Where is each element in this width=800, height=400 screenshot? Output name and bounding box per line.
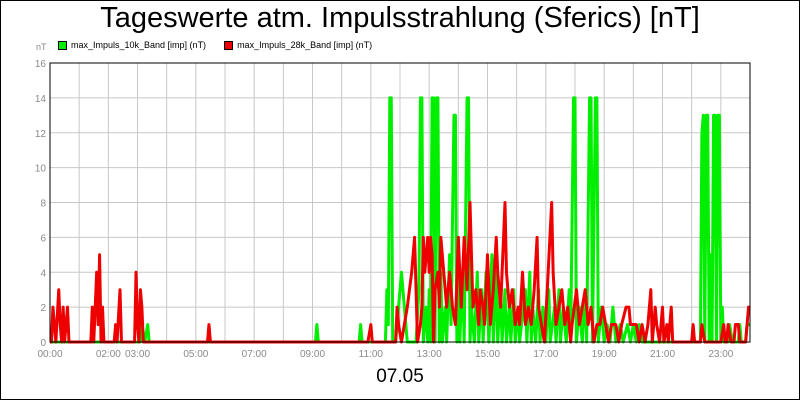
y-tick-label: 4 <box>40 268 46 279</box>
x-tick-label: 21:00 <box>650 349 675 360</box>
date-label: 07.05 <box>376 366 424 387</box>
y-tick-label: 10 <box>35 164 47 175</box>
plot-border <box>49 62 751 343</box>
y-tick-label: 14 <box>35 94 47 105</box>
x-tick-label: 17:00 <box>533 349 558 360</box>
y-tick-label: 6 <box>40 233 46 244</box>
x-tick-label: 13:00 <box>417 349 442 360</box>
y-tick-label: 12 <box>35 129 47 140</box>
x-tick-label: 07:00 <box>242 349 267 360</box>
x-tick-label: 11:00 <box>359 349 384 360</box>
x-tick-label: 05:00 <box>183 349 208 360</box>
y-tick-label: 2 <box>40 303 46 314</box>
y-tick-label: 16 <box>35 59 47 70</box>
legend-item-10k: max_Impuls_10k_Band [imp] (nT) <box>58 40 206 50</box>
chart-title: Tageswerte atm. Impulsstrahlung (Sferics… <box>100 2 700 34</box>
x-tick-label: 03:00 <box>125 349 150 360</box>
legend-swatch-28k <box>224 40 234 50</box>
y-tick-label: 0 <box>40 338 46 349</box>
series-line-28k <box>49 201 751 344</box>
legend-item-28k: max_Impuls_28k_Band [imp] (nT) <box>224 40 372 50</box>
y-tick-label: 8 <box>40 199 46 210</box>
y-axis-unit-label: nT <box>36 42 47 52</box>
x-tick-label: 00:00 <box>37 349 62 360</box>
legend-label-28k: max_Impuls_28k_Band [imp] (nT) <box>237 40 373 50</box>
legend-swatch-10k <box>58 40 67 50</box>
x-tick-label: 02:00 <box>96 349 121 360</box>
x-tick-label: 19:00 <box>592 349 617 360</box>
x-tick-label: 15:00 <box>475 349 500 360</box>
legend: max_Impuls_10k_Band [imp] (nT) max_Impul… <box>58 38 390 52</box>
x-tick-label: 09:00 <box>300 349 325 360</box>
x-tick-label: 23:00 <box>708 349 733 360</box>
legend-label-10k: max_Impuls_10k_Band [imp] (nT) <box>71 40 207 50</box>
